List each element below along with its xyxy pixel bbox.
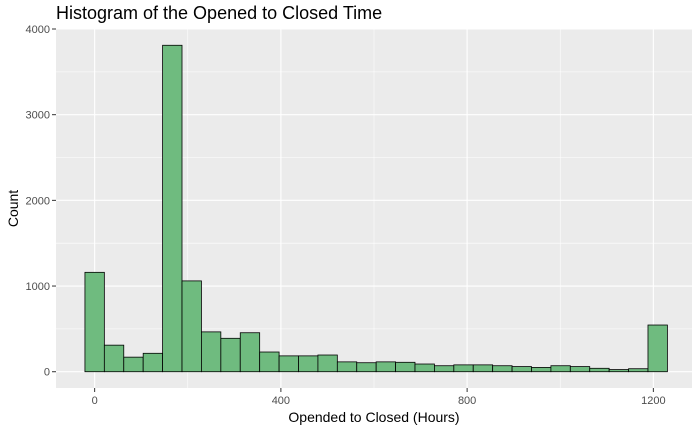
y-tick-label: 0	[44, 367, 50, 379]
histogram-bar	[317, 354, 338, 373]
histogram-bar	[220, 337, 241, 373]
histogram-bar	[336, 361, 358, 373]
histogram-bar	[103, 344, 125, 373]
x-tick-label: 800	[458, 395, 476, 407]
histogram-bar	[356, 362, 377, 373]
histogram-bar	[278, 355, 299, 373]
histogram-bar	[569, 366, 591, 373]
histogram-bar	[259, 351, 280, 373]
y-tick-label: 3000	[26, 110, 50, 122]
histogram-bar	[492, 365, 513, 373]
histogram-bar	[453, 364, 474, 373]
histogram-bar	[647, 324, 668, 373]
histogram-bars	[84, 44, 668, 373]
x-axis-title: Opended to Closed (Hours)	[288, 409, 459, 425]
x-axis: 0 400 800 1200	[92, 388, 666, 407]
histogram-bar	[589, 367, 610, 373]
histogram-bar	[201, 331, 222, 373]
histogram-bar	[162, 44, 183, 373]
histogram-bar	[375, 361, 396, 373]
y-axis-title: Count	[5, 190, 21, 227]
x-tick-label: 1200	[641, 395, 665, 407]
histogram-bar	[511, 366, 532, 373]
histogram-bar	[531, 367, 552, 373]
histogram-bar	[434, 365, 455, 373]
y-tick-label: 2000	[26, 195, 50, 207]
y-axis: 0 1000 2000 3000 4000	[26, 24, 56, 379]
histogram-bar	[472, 364, 494, 373]
histogram-bar	[142, 352, 163, 373]
x-tick-label: 400	[272, 395, 290, 407]
histogram-bar	[298, 355, 319, 373]
histogram-bar	[628, 368, 649, 373]
histogram-bar	[414, 363, 435, 373]
y-tick-label: 1000	[26, 281, 50, 293]
y-tick-label: 4000	[26, 24, 50, 36]
histogram-bar	[181, 280, 202, 373]
chart-title: Histogram of the Opened to Closed Time	[56, 3, 383, 23]
histogram-bar	[239, 332, 261, 373]
histogram-bar	[123, 356, 144, 373]
histogram-bar	[608, 369, 629, 373]
histogram-bar	[395, 361, 416, 373]
x-tick-label: 0	[92, 395, 98, 407]
histogram-bar	[550, 365, 571, 373]
histogram-bar	[84, 271, 105, 373]
